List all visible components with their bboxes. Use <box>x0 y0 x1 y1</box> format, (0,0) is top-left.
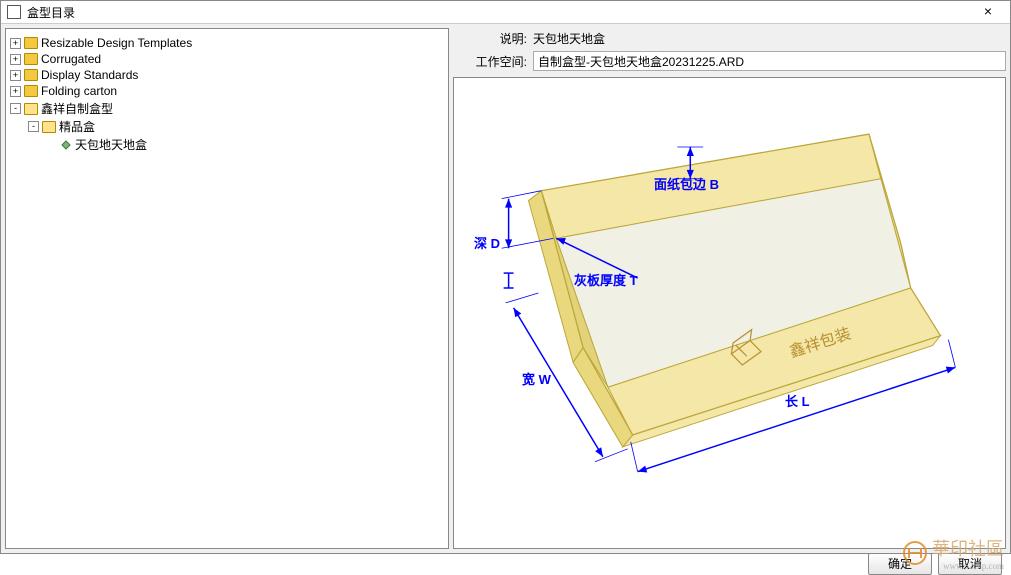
tree-item-label: Folding carton <box>41 84 117 98</box>
folder-open-icon <box>24 103 38 115</box>
tree-item-label: 天包地天地盒 <box>75 136 147 153</box>
tree-item-label: Corrugated <box>41 52 101 66</box>
folder-icon <box>24 85 38 97</box>
app-icon <box>7 5 21 19</box>
folder-icon <box>24 37 38 49</box>
tree-item-label: 鑫祥自制盒型 <box>41 100 113 117</box>
tree-item[interactable]: + Display Standards <box>10 68 444 82</box>
tree-item[interactable]: + Resizable Design Templates <box>10 36 444 50</box>
titlebar: 盒型目录 × <box>1 1 1010 24</box>
meta-description-row: 说明: 天包地天地盒 <box>453 28 1006 49</box>
close-button[interactable]: × <box>972 1 1004 23</box>
dialog-footer: 确定 取消 華印社區 www.52cnp.com <box>1 553 1010 575</box>
dim-label-length: 长 L <box>785 391 810 410</box>
dim-label-paper-wrap: 面纸包边 B <box>654 174 719 193</box>
window-title: 盒型目录 <box>27 4 972 21</box>
expander-icon[interactable]: - <box>28 121 39 132</box>
tree-panel: + Resizable Design Templates + Corrugated + D… <box>5 28 449 549</box>
description-label: 说明: <box>453 30 533 47</box>
dim-label-width: 宽 W <box>522 369 551 388</box>
expander-icon[interactable]: + <box>10 54 21 65</box>
expander-icon <box>46 139 57 150</box>
expander-icon[interactable]: + <box>10 86 21 97</box>
tree-item[interactable]: 天包地天地盒 <box>46 136 444 153</box>
folder-icon <box>24 53 38 65</box>
ok-button[interactable]: 确定 <box>868 553 932 575</box>
dim-label-board-thickness: 灰板厚度 T <box>574 270 638 289</box>
description-value: 天包地天地盒 <box>533 30 1006 47</box>
tree-item[interactable]: + Folding carton <box>10 84 444 98</box>
file-icon <box>60 139 72 151</box>
preview-panel: 鑫祥包装 面纸包边 B 深 D 灰板厚度 T 宽 W 长 L <box>453 77 1006 549</box>
tree-root: + Resizable Design Templates + Corrugated + D… <box>10 35 444 156</box>
dialog-window: 盒型目录 × + Resizable Design Templates + Corru… <box>0 0 1011 554</box>
workspace-value <box>533 51 1006 71</box>
dim-label-depth: 深 D <box>474 233 500 252</box>
expander-icon[interactable]: - <box>10 103 21 114</box>
expander-icon[interactable]: + <box>10 70 21 81</box>
meta-workspace-row: 工作空间: <box>453 49 1006 73</box>
workspace-input[interactable] <box>533 51 1006 71</box>
folder-icon <box>24 69 38 81</box>
right-panel: 说明: 天包地天地盒 工作空间: 鑫祥包装 面纸包边 B 深 D 灰板厚度 T … <box>453 28 1006 549</box>
tree-item-label: Display Standards <box>41 68 138 82</box>
tree-item-label: Resizable Design Templates <box>41 36 192 50</box>
tree-item[interactable]: - 精品盒 <box>28 118 444 135</box>
folder-open-icon <box>42 121 56 133</box>
tree-item-label: 精品盒 <box>59 118 95 135</box>
tree-item[interactable]: - 鑫祥自制盒型 <box>10 100 444 117</box>
workspace-label: 工作空间: <box>453 53 533 70</box>
dialog-body: + Resizable Design Templates + Corrugated + D… <box>1 24 1010 553</box>
tree-item[interactable]: + Corrugated <box>10 52 444 66</box>
box-diagram: 鑫祥包装 <box>454 78 1005 548</box>
expander-icon[interactable]: + <box>10 38 21 49</box>
cancel-button[interactable]: 取消 <box>938 553 1002 575</box>
